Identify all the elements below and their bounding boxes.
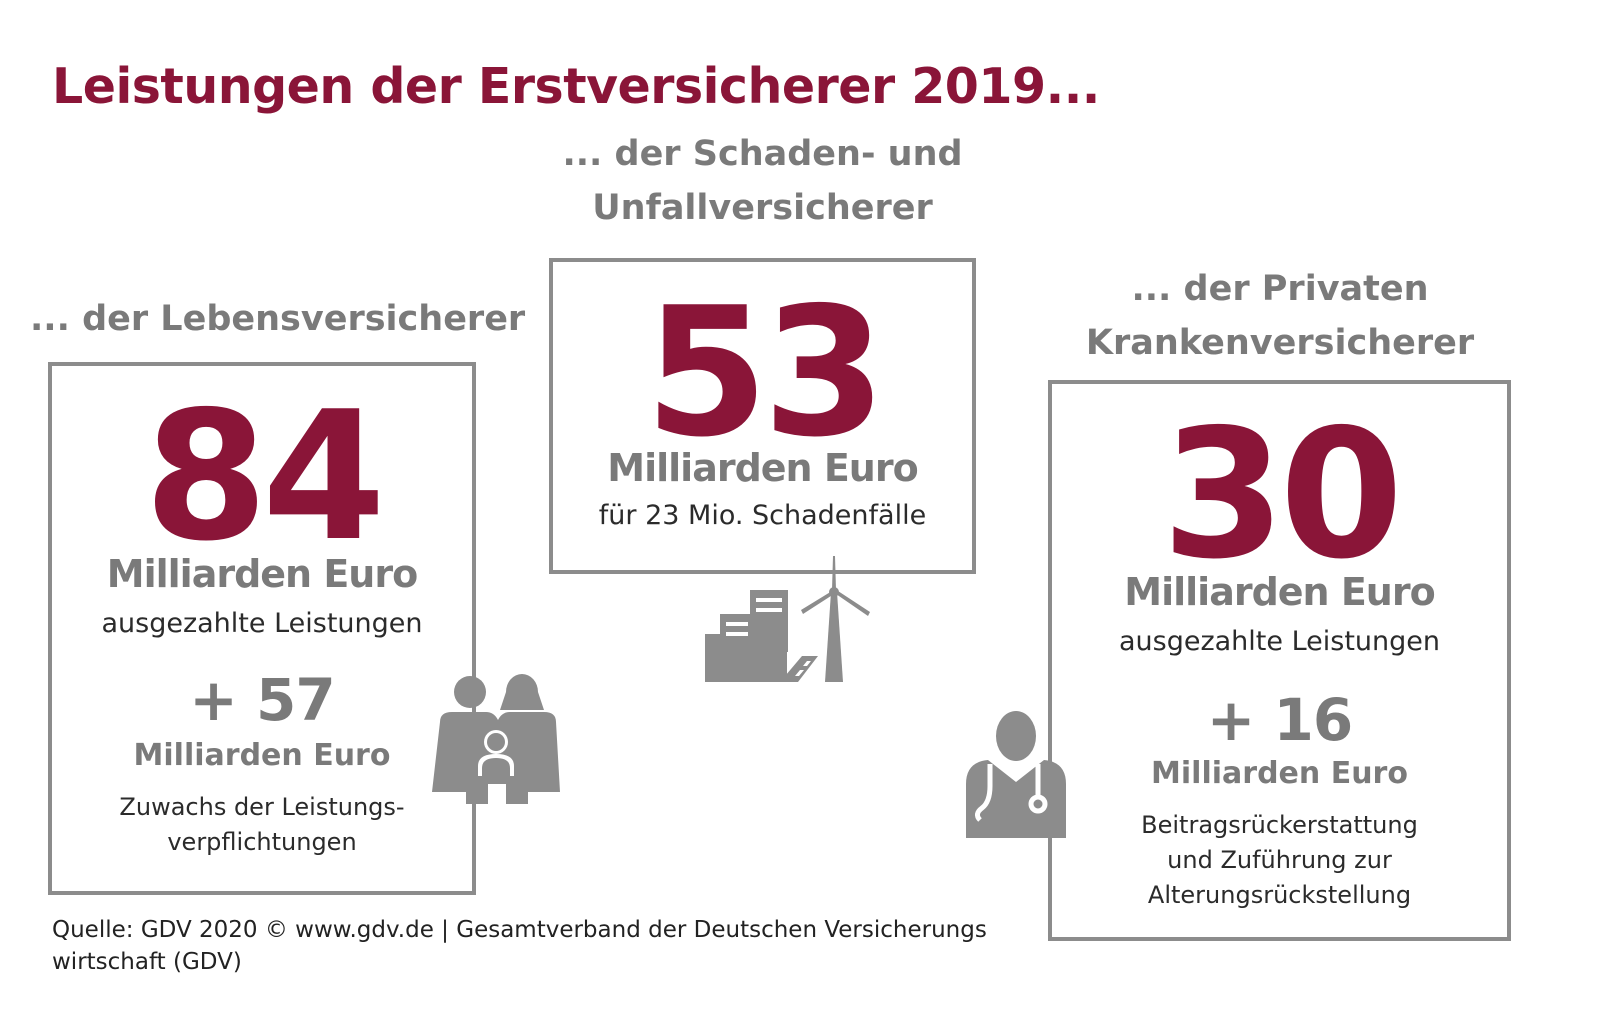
health-unit: Milliarden Euro: [1124, 570, 1435, 614]
health-extra-unit: Milliarden Euro: [1151, 756, 1408, 791]
life-box: 84 Milliarden Euro ausgezahlte Leistunge…: [48, 362, 476, 895]
health-extra-description-line1: Beitragsrückerstattung: [1141, 811, 1418, 839]
health-value: 30: [1161, 391, 1404, 598]
health-heading-line1: ... der Privaten: [1131, 269, 1429, 309]
life-value: 84: [144, 373, 386, 580]
health-extra-description-line3: Alterungsrückstellung: [1147, 881, 1412, 909]
property-heading-line1: ... der Schaden- und: [562, 134, 963, 174]
health-heading-line2: Krankenversicherer: [1085, 323, 1475, 363]
health-extra-description-line2: und Zuführung zur: [1167, 846, 1392, 874]
property-unit: Milliarden Euro: [607, 446, 918, 490]
city-wind-turbine-icon: [700, 556, 875, 686]
health-extra-description: Beitragsrückerstattung und Zuführung zur…: [1052, 808, 1507, 913]
source-line2: wirtschaft (GDV): [52, 949, 242, 975]
property-heading: ... der Schaden- und Unfallversicherer: [550, 127, 975, 235]
health-extra-value: + 16: [1206, 686, 1354, 754]
property-description: für 23 Mio. Schadenfälle: [598, 500, 927, 531]
property-value: 53: [644, 269, 887, 476]
life-extra-description-line1: Zuwachs der Leistungs-: [119, 793, 405, 821]
health-description: ausgezahlte Leistungen: [1118, 626, 1440, 657]
property-box: 53 Milliarden Euro für 23 Mio. Schadenfä…: [549, 258, 976, 574]
life-extra-unit: Milliarden Euro: [133, 738, 391, 773]
health-box: 30 Milliarden Euro ausgezahlte Leistunge…: [1048, 380, 1511, 941]
life-extra-description: Zuwachs der Leistungs- verpflichtungen: [52, 790, 472, 860]
source-note: Quelle: GDV 2020 © www.gdv.de | Gesamtve…: [52, 914, 987, 978]
life-extra-description-line2: verpflichtungen: [167, 828, 357, 856]
family-icon: [432, 672, 560, 804]
life-heading: ... der Lebensversicherer: [30, 299, 526, 339]
source-line1: Quelle: GDV 2020 © www.gdv.de | Gesamtve…: [52, 917, 987, 943]
doctor-icon: [962, 708, 1072, 840]
life-unit: Milliarden Euro: [106, 552, 418, 596]
life-extra-value: + 57: [189, 666, 336, 734]
property-heading-line2: Unfallversicherer: [592, 188, 933, 228]
page-title: Leistungen der Erstversicherer 2019...: [52, 58, 1100, 115]
health-heading: ... der Privaten Krankenversicherer: [1050, 262, 1510, 370]
life-description: ausgezahlte Leistungen: [101, 608, 423, 639]
